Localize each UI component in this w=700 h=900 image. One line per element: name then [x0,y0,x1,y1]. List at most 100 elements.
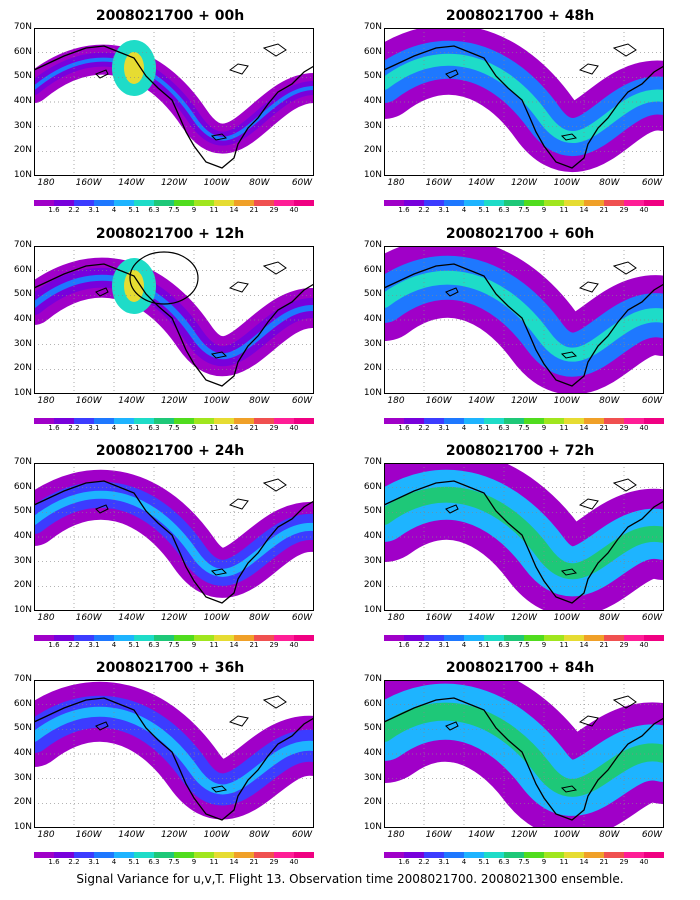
colorbar-label: 4 [111,858,117,866]
variance-map [384,463,664,611]
colorbar-label: 21 [599,206,609,214]
colorbar-label: 3.1 [88,858,100,866]
latitude-label: 50N [363,289,382,300]
colorbar-label: 4 [461,641,467,649]
map-panel: 2008021700 + 12h 70N 60N 50N 40N 30N 20N 10N 180… [0,226,340,432]
colorbar-segment [114,418,135,424]
colorbar-segment [174,635,195,641]
colorbar-segment [34,418,55,424]
coastline-island [578,63,599,75]
colorbar [384,635,664,641]
coastline-island [95,504,109,514]
colorbar-label: 1.6 [48,641,60,649]
colorbar-label: 29 [269,858,279,866]
longitude-label: 180 [387,613,405,623]
colorbar-segment [214,635,235,641]
colorbar-label: 29 [269,206,279,214]
colorbar-label: 11 [559,858,569,866]
colorbar-label: 2.2 [68,424,80,432]
colorbar-label: 3.1 [438,858,450,866]
colorbar-segment [294,200,314,206]
colorbar-segment [254,852,275,858]
longitude-label: 60W [641,613,663,623]
variance-map [34,246,314,394]
longitude-label: 160W [425,396,452,406]
colorbar-label: 6.3 [498,641,510,649]
longitude-label: 120W [160,830,188,840]
colorbar-label: 9 [191,641,197,649]
latitude-label: 10N [363,170,382,180]
colorbar-label: 7.5 [168,858,180,866]
coastline-island [210,785,228,793]
colorbar-label: 5.1 [128,424,140,432]
coastline-island [445,504,459,514]
colorbar-segment [644,635,664,641]
colorbar-segment [404,635,425,641]
colorbar-segment [174,852,195,858]
colorbar-label: 7.5 [518,641,530,649]
longitude-label: 100W [553,613,580,623]
colorbar-label: 9 [191,206,197,214]
longitude-label: 180 [387,396,405,406]
coastline-island [262,43,287,57]
colorbar-segment [404,418,425,424]
colorbar-segment [74,852,95,858]
colorbar-label: 9 [541,858,547,866]
latitude-label: 50N [13,71,32,82]
coastline-island [262,261,287,275]
variance-core [124,52,144,84]
longitude-label: 140W [468,830,495,840]
longitude-label: 60W [291,178,313,188]
colorbar-label: 11 [559,206,569,214]
colorbar-label: 6.3 [148,641,160,649]
colorbar-segment [484,635,505,641]
colorbar-label: 21 [599,858,609,866]
coastline-island [445,721,459,731]
coastline [384,263,664,387]
colorbar-segment [444,635,465,641]
variance-band-inner [384,270,664,362]
longitude-label: 160W [425,830,452,840]
colorbar-label: 6.3 [498,858,510,866]
longitude-label: 160W [75,178,102,188]
colorbar-label: 3.1 [438,424,450,432]
colorbar-label: 1.6 [48,858,60,866]
colorbar-segment [254,418,275,424]
colorbar-segment [604,200,625,206]
longitude-label: 120W [160,396,188,406]
variance-map [384,246,664,394]
latitude-label: 50N [13,506,32,517]
panel-title: 2008021700 + 24h [95,443,245,459]
colorbar-segment [54,635,75,641]
colorbar-label: 29 [619,424,629,432]
colorbar-label: 4 [461,424,467,432]
longitude-label: 180 [37,178,55,188]
colorbar-label: 40 [639,424,649,432]
coastline [34,697,314,821]
colorbar-segment [74,418,95,424]
colorbar-label: 29 [269,424,279,432]
latitude-label: 40N [363,314,382,324]
latitude-label: 20N [363,145,382,156]
colorbar-segment [384,852,405,858]
colorbar-segment [234,852,255,858]
coastline [384,45,664,169]
colorbar-segment [214,852,235,858]
latitude-label: 30N [363,338,382,349]
colorbar-segment [294,635,314,641]
colorbar-label: 3.1 [438,641,450,649]
coastline-island [560,785,578,793]
coastline-island [560,133,578,141]
variance-map [34,28,314,176]
latitude-label: 30N [13,555,32,566]
colorbar-segment [274,200,295,206]
colorbar-segment [604,852,625,858]
map-panel: 2008021700 + 84h 70N 60N 50N 40N 30N 20N 10N 180… [350,660,690,866]
latitude-label: 20N [13,797,32,808]
map-frame [384,28,664,176]
colorbar-segment [134,418,155,424]
latitude-label: 30N [363,772,382,783]
colorbar-segment [544,852,565,858]
colorbar-label: 11 [209,858,219,866]
colorbar-label: 11 [209,206,219,214]
